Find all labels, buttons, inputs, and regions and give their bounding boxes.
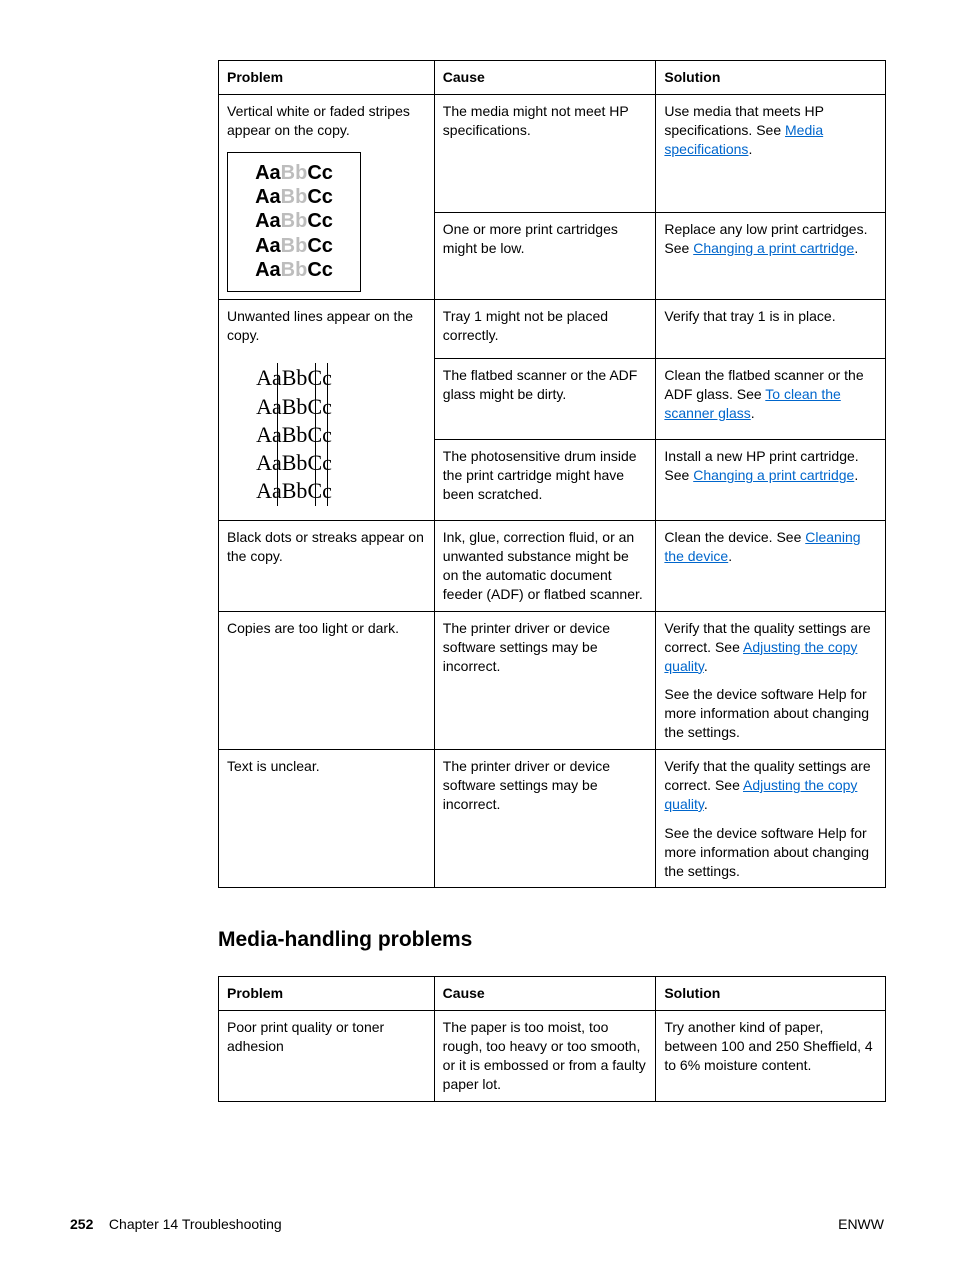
- table-row: Text is unclear. The printer driver or de…: [219, 750, 886, 888]
- footer-right: ENWW: [838, 1216, 884, 1232]
- solution-cell: Use media that meets HP specifications. …: [656, 94, 886, 212]
- col-header-cause: Cause: [434, 977, 656, 1011]
- doc-link[interactable]: Changing a print cartridge: [693, 240, 854, 256]
- problem-cell: Copies are too light or dark.: [219, 611, 435, 749]
- col-header-solution: Solution: [656, 61, 886, 95]
- doc-link[interactable]: Cleaning the device: [664, 529, 860, 564]
- problem-text: Unwanted lines appear on the copy.: [227, 307, 426, 345]
- col-header-solution: Solution: [656, 977, 886, 1011]
- troubleshoot-table-2: Problem Cause Solution Poor print qualit…: [218, 976, 886, 1101]
- doc-link[interactable]: Adjusting the copy quality: [664, 777, 857, 812]
- chapter-label: Chapter 14 Troubleshooting: [109, 1216, 282, 1232]
- problem-cell: Poor print quality or toner adhesion: [219, 1011, 435, 1102]
- cause-cell: The media might not meet HP specificatio…: [434, 94, 656, 212]
- solution-cell: Install a new HP print cartridge. See Ch…: [656, 440, 886, 521]
- section-heading-media-handling: Media-handling problems: [218, 928, 884, 952]
- doc-link[interactable]: Media specifications: [664, 122, 823, 157]
- table-row: Poor print quality or toner adhesionThe …: [219, 1011, 886, 1102]
- table-header-row: Problem Cause Solution: [219, 977, 886, 1011]
- cause-cell: The paper is too moist, too rough, too h…: [434, 1011, 656, 1102]
- doc-link[interactable]: Adjusting the copy quality: [664, 639, 857, 674]
- page-number: 252: [70, 1216, 93, 1232]
- cause-cell: The printer driver or device software se…: [434, 750, 656, 888]
- page-footer: 252 Chapter 14 Troubleshooting ENWW: [70, 1216, 884, 1232]
- problem-text: Text is unclear.: [227, 757, 426, 776]
- page: Problem Cause Solution Vertical white or…: [0, 0, 954, 1270]
- cause-cell: The flatbed scanner or the ADF glass mig…: [434, 359, 656, 440]
- doc-link[interactable]: Changing a print cartridge: [693, 467, 854, 483]
- cause-cell: The printer driver or device software se…: [434, 611, 656, 749]
- problem-cell: Vertical white or faded stripes appear o…: [219, 94, 435, 299]
- solution-cell: Replace any low print cartridges. See Ch…: [656, 212, 886, 299]
- problem-cell: Text is unclear.: [219, 750, 435, 888]
- problem-text: Copies are too light or dark.: [227, 619, 426, 638]
- cause-cell: One or more print cartridges might be lo…: [434, 212, 656, 299]
- problem-text: Black dots or streaks appear on the copy…: [227, 528, 426, 566]
- table-row: Unwanted lines appear on the copy.AaBbCc…: [219, 299, 886, 359]
- table-row: Vertical white or faded stripes appear o…: [219, 94, 886, 212]
- solution-cell: Verify that the quality settings are cor…: [656, 611, 886, 749]
- troubleshoot-table-1: Problem Cause Solution Vertical white or…: [218, 60, 886, 888]
- solution-cell: Clean the device. See Cleaning the devic…: [656, 521, 886, 612]
- problem-cell: Unwanted lines appear on the copy. AaBbCc…: [219, 299, 435, 521]
- footer-left: 252 Chapter 14 Troubleshooting: [70, 1216, 282, 1232]
- solution-cell: Verify that tray 1 is in place.: [656, 299, 886, 359]
- problem-cell: Black dots or streaks appear on the copy…: [219, 521, 435, 612]
- solution-cell: Clean the flatbed scanner or the ADF gla…: [656, 359, 886, 440]
- cause-cell: Ink, glue, correction fluid, or an unwan…: [434, 521, 656, 612]
- cause-cell: Tray 1 might not be placed correctly.: [434, 299, 656, 359]
- table-header-row: Problem Cause Solution: [219, 61, 886, 95]
- solution-cell: Verify that the quality settings are cor…: [656, 750, 886, 888]
- col-header-cause: Cause: [434, 61, 656, 95]
- problem-text: Vertical white or faded stripes appear o…: [227, 102, 426, 140]
- col-header-problem: Problem: [219, 61, 435, 95]
- solution-cell: Try another kind of paper, between 100 a…: [656, 1011, 886, 1102]
- col-header-problem: Problem: [219, 977, 435, 1011]
- print-sample-illustration: AaBbCcAaBbCcAaBbCcAaBbCcAaBbCc: [227, 356, 361, 513]
- cause-cell: The photosensitive drum inside the print…: [434, 440, 656, 521]
- doc-link[interactable]: To clean the scanner glass: [664, 386, 840, 421]
- table-row: Black dots or streaks appear on the copy…: [219, 521, 886, 612]
- table-row: Copies are too light or dark. The printer…: [219, 611, 886, 749]
- print-sample-illustration: AaBbCcAaBbCcAaBbCcAaBbCcAaBbCc: [227, 152, 361, 292]
